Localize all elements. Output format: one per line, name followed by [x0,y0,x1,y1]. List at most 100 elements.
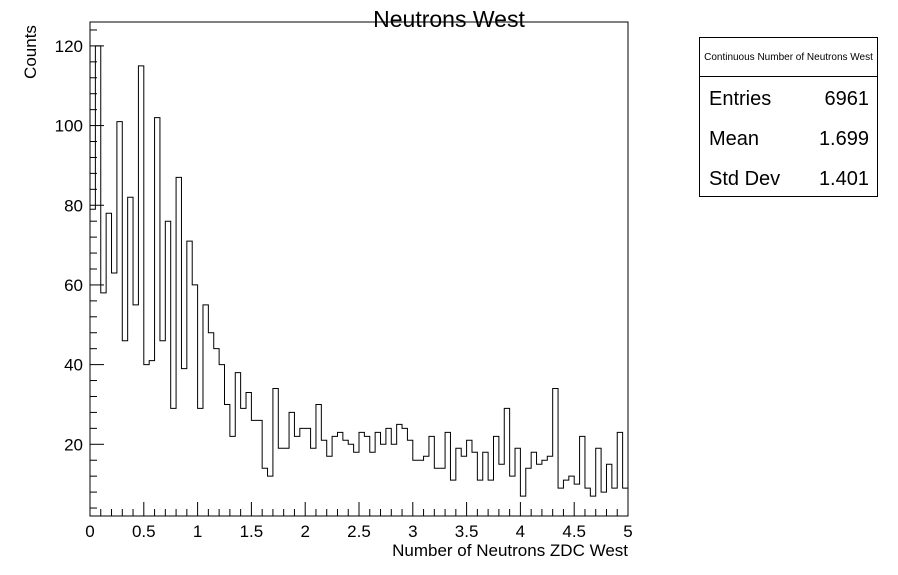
histogram-bin [386,428,391,516]
histogram-bin [553,389,558,516]
histogram-bin [547,456,552,516]
histogram-bin [106,213,111,516]
histogram-bin [418,460,423,516]
histogram-bin [499,464,504,516]
histogram-bin [155,118,160,516]
histogram-bin [375,432,380,516]
histogram-bin [241,408,246,516]
histogram-bin [450,480,455,516]
histogram-bin [117,122,122,516]
stats-row-stddev: Std Dev 1.401 [700,157,877,197]
histogram-series [89,45,629,516]
histogram-bin [569,476,574,516]
histogram-bin [585,488,590,516]
histogram-bin [424,456,429,516]
histogram-bin [364,436,369,516]
x-tick-label: 3.5 [455,522,479,541]
histogram-bin [257,420,262,516]
stats-row-mean: Mean 1.699 [700,117,877,157]
histogram-bin [289,412,294,516]
histogram-bin [429,436,434,516]
histogram-bin [171,408,176,516]
histogram-bin [95,46,100,516]
histogram-bin [305,428,310,516]
stats-entries-value: 6961 [824,88,870,110]
histogram-bin [456,448,461,516]
histogram-bin [617,432,622,516]
histogram-bin [128,197,133,516]
histogram-bin [434,468,439,516]
histogram-bin [440,468,445,516]
histogram-bin [354,452,359,516]
stats-mean-label: Mean [709,128,760,150]
stats-stddev-value: 1.401 [818,168,869,190]
histogram-bin [160,341,165,516]
histogram-bin [332,436,337,516]
x-tick-label: 0.5 [132,522,156,541]
histogram-bin [235,373,240,516]
x-tick-label: 2.5 [347,522,371,541]
histogram-bin [187,241,192,516]
y-tick-label: 100 [55,117,83,136]
histogram-bin [526,468,531,516]
histogram-bin [198,408,203,516]
x-axis-ticks: 0 0.5 1 1.5 2 2.5 3 3.5 4 4.5 5 [85,502,633,541]
histogram-bin [149,361,154,516]
histogram-bins [90,46,628,516]
x-tick-label: 1.5 [240,522,264,541]
x-tick-label: 4.5 [562,522,586,541]
histogram-bin [515,448,520,516]
histogram-bin [402,428,407,516]
histogram-bin [311,448,316,516]
y-tick-label: 120 [55,37,83,56]
x-tick-label: 4 [516,522,525,541]
histogram-bin [165,221,170,516]
histogram-bin [316,404,321,516]
histogram-bin [461,456,466,516]
histogram-bin [612,488,617,516]
histogram-bin [214,349,219,516]
histogram-bin [138,66,143,516]
histogram-bin [558,488,563,516]
histogram-bin [606,464,611,516]
histogram-bin [300,428,305,516]
histogram-bin [510,476,515,516]
histogram-bin [370,452,375,516]
histogram-bin [397,424,402,516]
stats-stddev-label: Std Dev [709,168,781,190]
histogram-bin [343,440,348,516]
histogram-bin [225,404,230,516]
x-tick-label: 5 [623,522,632,541]
histogram-bin [537,464,542,516]
histogram-bin [337,432,342,516]
histogram-bin [327,456,332,516]
histogram-bin [278,448,283,516]
histogram-bin [504,408,509,516]
histogram-bin [477,480,482,516]
histogram-bin [391,444,396,516]
y-tick-label: 40 [64,356,83,375]
histogram-bin [90,209,95,516]
histogram-bin [251,420,256,516]
histogram-bin [407,440,412,516]
stats-mean-value: 1.699 [818,128,869,150]
histogram-bin [284,448,289,516]
histogram-bin [623,488,628,516]
histogram-bin [273,389,278,516]
histogram-bin [483,452,488,516]
histogram-bin [359,432,364,516]
chart-title: Neutrons West [373,6,525,32]
x-tick-label: 3 [408,522,417,541]
histogram-bin [321,440,326,516]
histogram-bin [381,444,386,516]
histogram-bin [445,432,450,516]
stats-box: Continuous Number of Neutrons West Entri… [699,37,878,197]
histogram-bin [542,460,547,516]
histogram-bin [574,484,579,516]
y-tick-label: 20 [64,435,83,454]
histogram-bin [494,436,499,516]
histogram-bin [101,293,106,516]
histogram-bin [472,452,477,516]
histogram-bin [122,341,127,516]
